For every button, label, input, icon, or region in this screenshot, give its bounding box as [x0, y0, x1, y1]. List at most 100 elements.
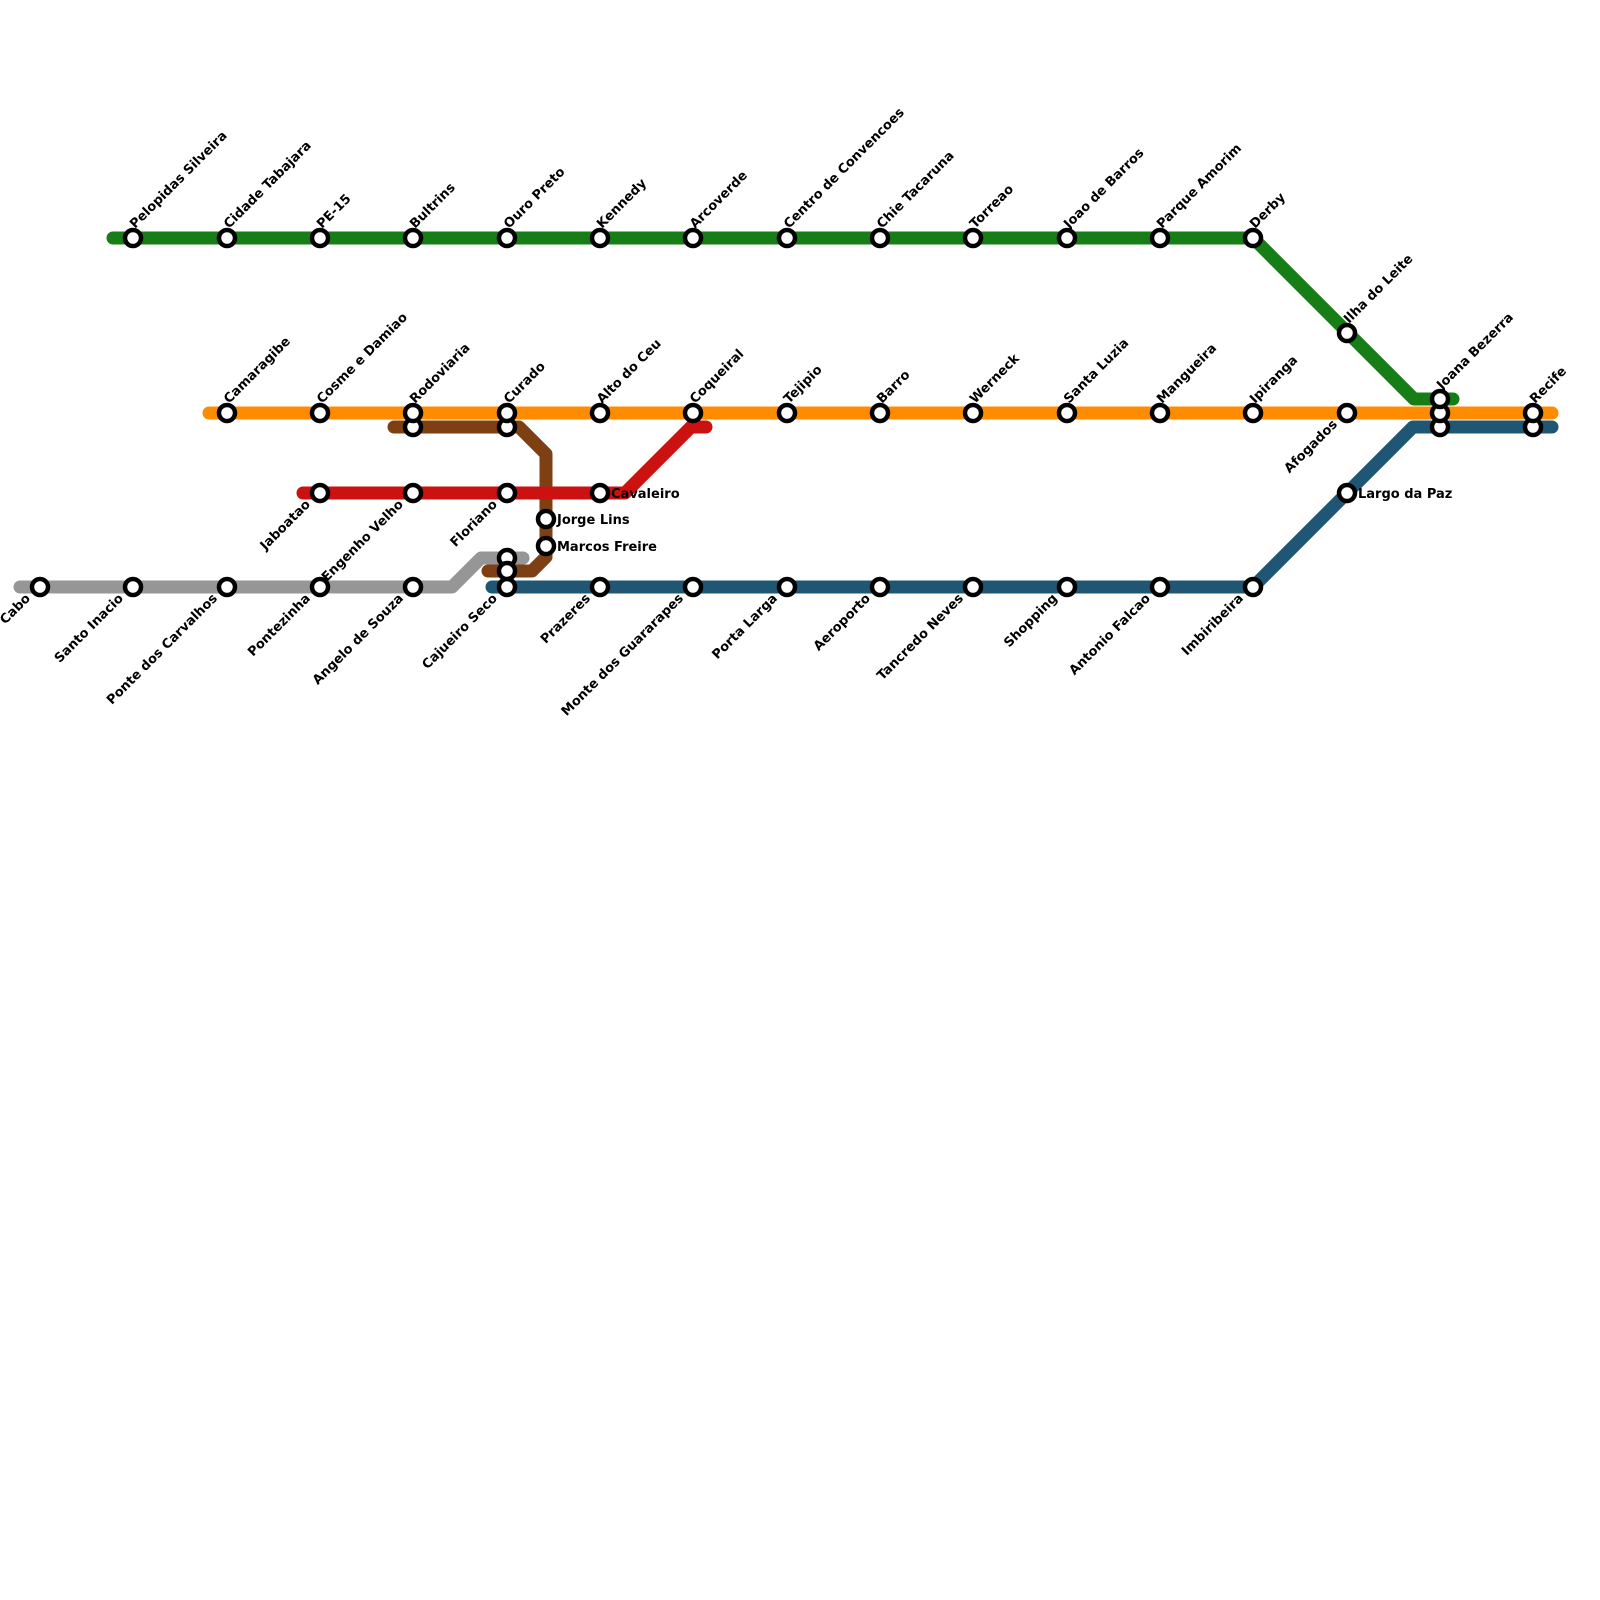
station-label-joao-de-barros: Joao de Barros [1061, 146, 1148, 233]
station-centro-de-convencoes [776, 227, 798, 249]
station-recife [1522, 402, 1544, 424]
station-label-arcoverde: Arcoverde [687, 168, 751, 232]
station-label-antonio-falcao: Antonio Falcao [1067, 591, 1154, 678]
station-label-coqueiral: Coqueiral [687, 347, 747, 407]
station-pe-15 [309, 227, 331, 249]
station-label-ilha-do-leite: Ilha do Leite [1341, 252, 1416, 327]
station-pelopidas-silveira [122, 227, 144, 249]
station-ponte-dos-carvalhos [216, 576, 238, 598]
station-joana-bezerra [1429, 388, 1451, 410]
station-cidade-tabajara [216, 227, 238, 249]
station-label-cabo: Cabo [0, 591, 34, 627]
station-cavaleiro [589, 482, 611, 504]
station-label-engenho-velho: Engenho Velho [319, 497, 407, 585]
station-label-cajueiro-seco: Cajueiro Seco [420, 591, 501, 672]
station-shopping [1056, 576, 1078, 598]
station-label-werneck: Werneck [967, 351, 1023, 407]
station-label-tancredo-neves: Tancredo Neves [874, 591, 967, 684]
red-line-path [296, 420, 713, 500]
station-label-santo-inacio: Santo Inacio [52, 591, 127, 666]
station-label-pelopidas-silveira: Pelopidas Silveira [127, 129, 230, 232]
station-label-mangueira: Mangueira [1154, 341, 1220, 407]
station-floriano [496, 482, 518, 504]
station-label-bultrins: Bultrins [407, 180, 459, 232]
station-kennedy [589, 227, 611, 249]
station-largo-da-paz [1336, 482, 1358, 504]
station-aeroporto [869, 576, 891, 598]
station-curado [496, 402, 518, 424]
station-ouro-preto [496, 227, 518, 249]
station-label-afogados: Afogados [1282, 417, 1341, 476]
station-barro [869, 402, 891, 424]
station-alto-do-ceu [589, 402, 611, 424]
station-arcoverde [682, 227, 704, 249]
station-mangueira [1149, 402, 1171, 424]
station-rodoviaria [402, 402, 424, 424]
station-label-ponte-dos-carvalhos: Ponte dos Carvalhos [104, 591, 221, 708]
station-label-ipiranga: Ipiranga [1247, 353, 1301, 407]
station-derby [1242, 227, 1264, 249]
station-label-cavaleiro: Cavaleiro [611, 487, 680, 502]
station-jaboatao [309, 482, 331, 504]
station-label-aeroporto: Aeroporto [811, 591, 874, 654]
station-prazeres [589, 576, 611, 598]
station-cabo [29, 576, 51, 598]
station-label-chie-tacaruna: Chie Tacaruna [874, 149, 957, 232]
station-label-cidade-tabajara: Cidade Tabajara [221, 138, 314, 231]
station-label-imbiribeira: Imbiribeira [1179, 591, 1247, 659]
station-angelo-de-souza [402, 576, 424, 598]
station-coqueiral [682, 402, 704, 424]
station-werneck [962, 402, 984, 424]
station-label-pe-15: PE-15 [314, 192, 354, 232]
station-tejipio [776, 402, 798, 424]
station-label-curado: Curado [501, 359, 549, 407]
station-label-kennedy: Kennedy [594, 176, 650, 232]
station-label-jorge-lins: Jorge Lins [556, 513, 630, 528]
station-label-cosme-e-damiao: Cosme e Damiao [314, 310, 411, 407]
station-cosme-e-damiao [309, 402, 331, 424]
station-label-tejipio: Tejipio [781, 363, 825, 407]
station-label-barro: Barro [874, 368, 913, 407]
station-label-recife: Recife [1527, 364, 1570, 407]
station-parque-amorim [1149, 227, 1171, 249]
station-label-marcos-freire: Marcos Freire [557, 540, 657, 555]
station-antonio-falcao [1149, 576, 1171, 598]
station-marcos-freire [535, 535, 557, 557]
blue-line-path [485, 420, 1559, 594]
station-label-porta-larga: Porta Larga [709, 591, 780, 662]
station-label-joana-bezerra: Joana Bezerra [1434, 310, 1517, 393]
station-ilha-do-leite [1336, 322, 1358, 344]
station-label-largo-da-paz: Largo da Paz [1358, 487, 1452, 502]
station-jorge-lins [535, 508, 557, 530]
station-cajueiro-seco [496, 560, 518, 582]
station-torreao [962, 227, 984, 249]
station-label-torreao: Torreao [967, 182, 1017, 232]
station-monte-dos-guararapes [682, 576, 704, 598]
station-santo-inacio [122, 576, 144, 598]
green-line-path [106, 231, 1460, 406]
station-label-camaragibe: Camaragibe [221, 334, 294, 407]
station-label-pontezinha: Pontezinha [245, 591, 314, 660]
station-label-angelo-de-souza: Angelo de Souza [310, 591, 407, 688]
station-santa-luzia [1056, 402, 1078, 424]
station-engenho-velho [402, 482, 424, 504]
station-porta-larga [776, 576, 798, 598]
station-afogados [1336, 402, 1358, 424]
station-cajueiro-seco [496, 576, 518, 598]
station-pontezinha [309, 576, 331, 598]
station-label-santa-luzia: Santa Luzia [1061, 336, 1132, 407]
station-label-ouro-preto: Ouro Preto [501, 165, 568, 232]
station-camaragibe [216, 402, 238, 424]
station-bultrins [402, 227, 424, 249]
station-label-rodoviaria: Rodoviaria [407, 341, 473, 407]
station-joao-de-barros [1056, 227, 1078, 249]
station-label-prazeres: Prazeres [538, 591, 594, 647]
station-label-derby: Derby [1247, 190, 1289, 232]
station-imbiribeira [1242, 576, 1264, 598]
gray-line-path [13, 551, 530, 594]
station-tancredo-neves [962, 576, 984, 598]
station-label-alto-do-ceu: Alto do Ceu [594, 336, 664, 406]
station-label-floriano: Floriano [448, 497, 501, 550]
